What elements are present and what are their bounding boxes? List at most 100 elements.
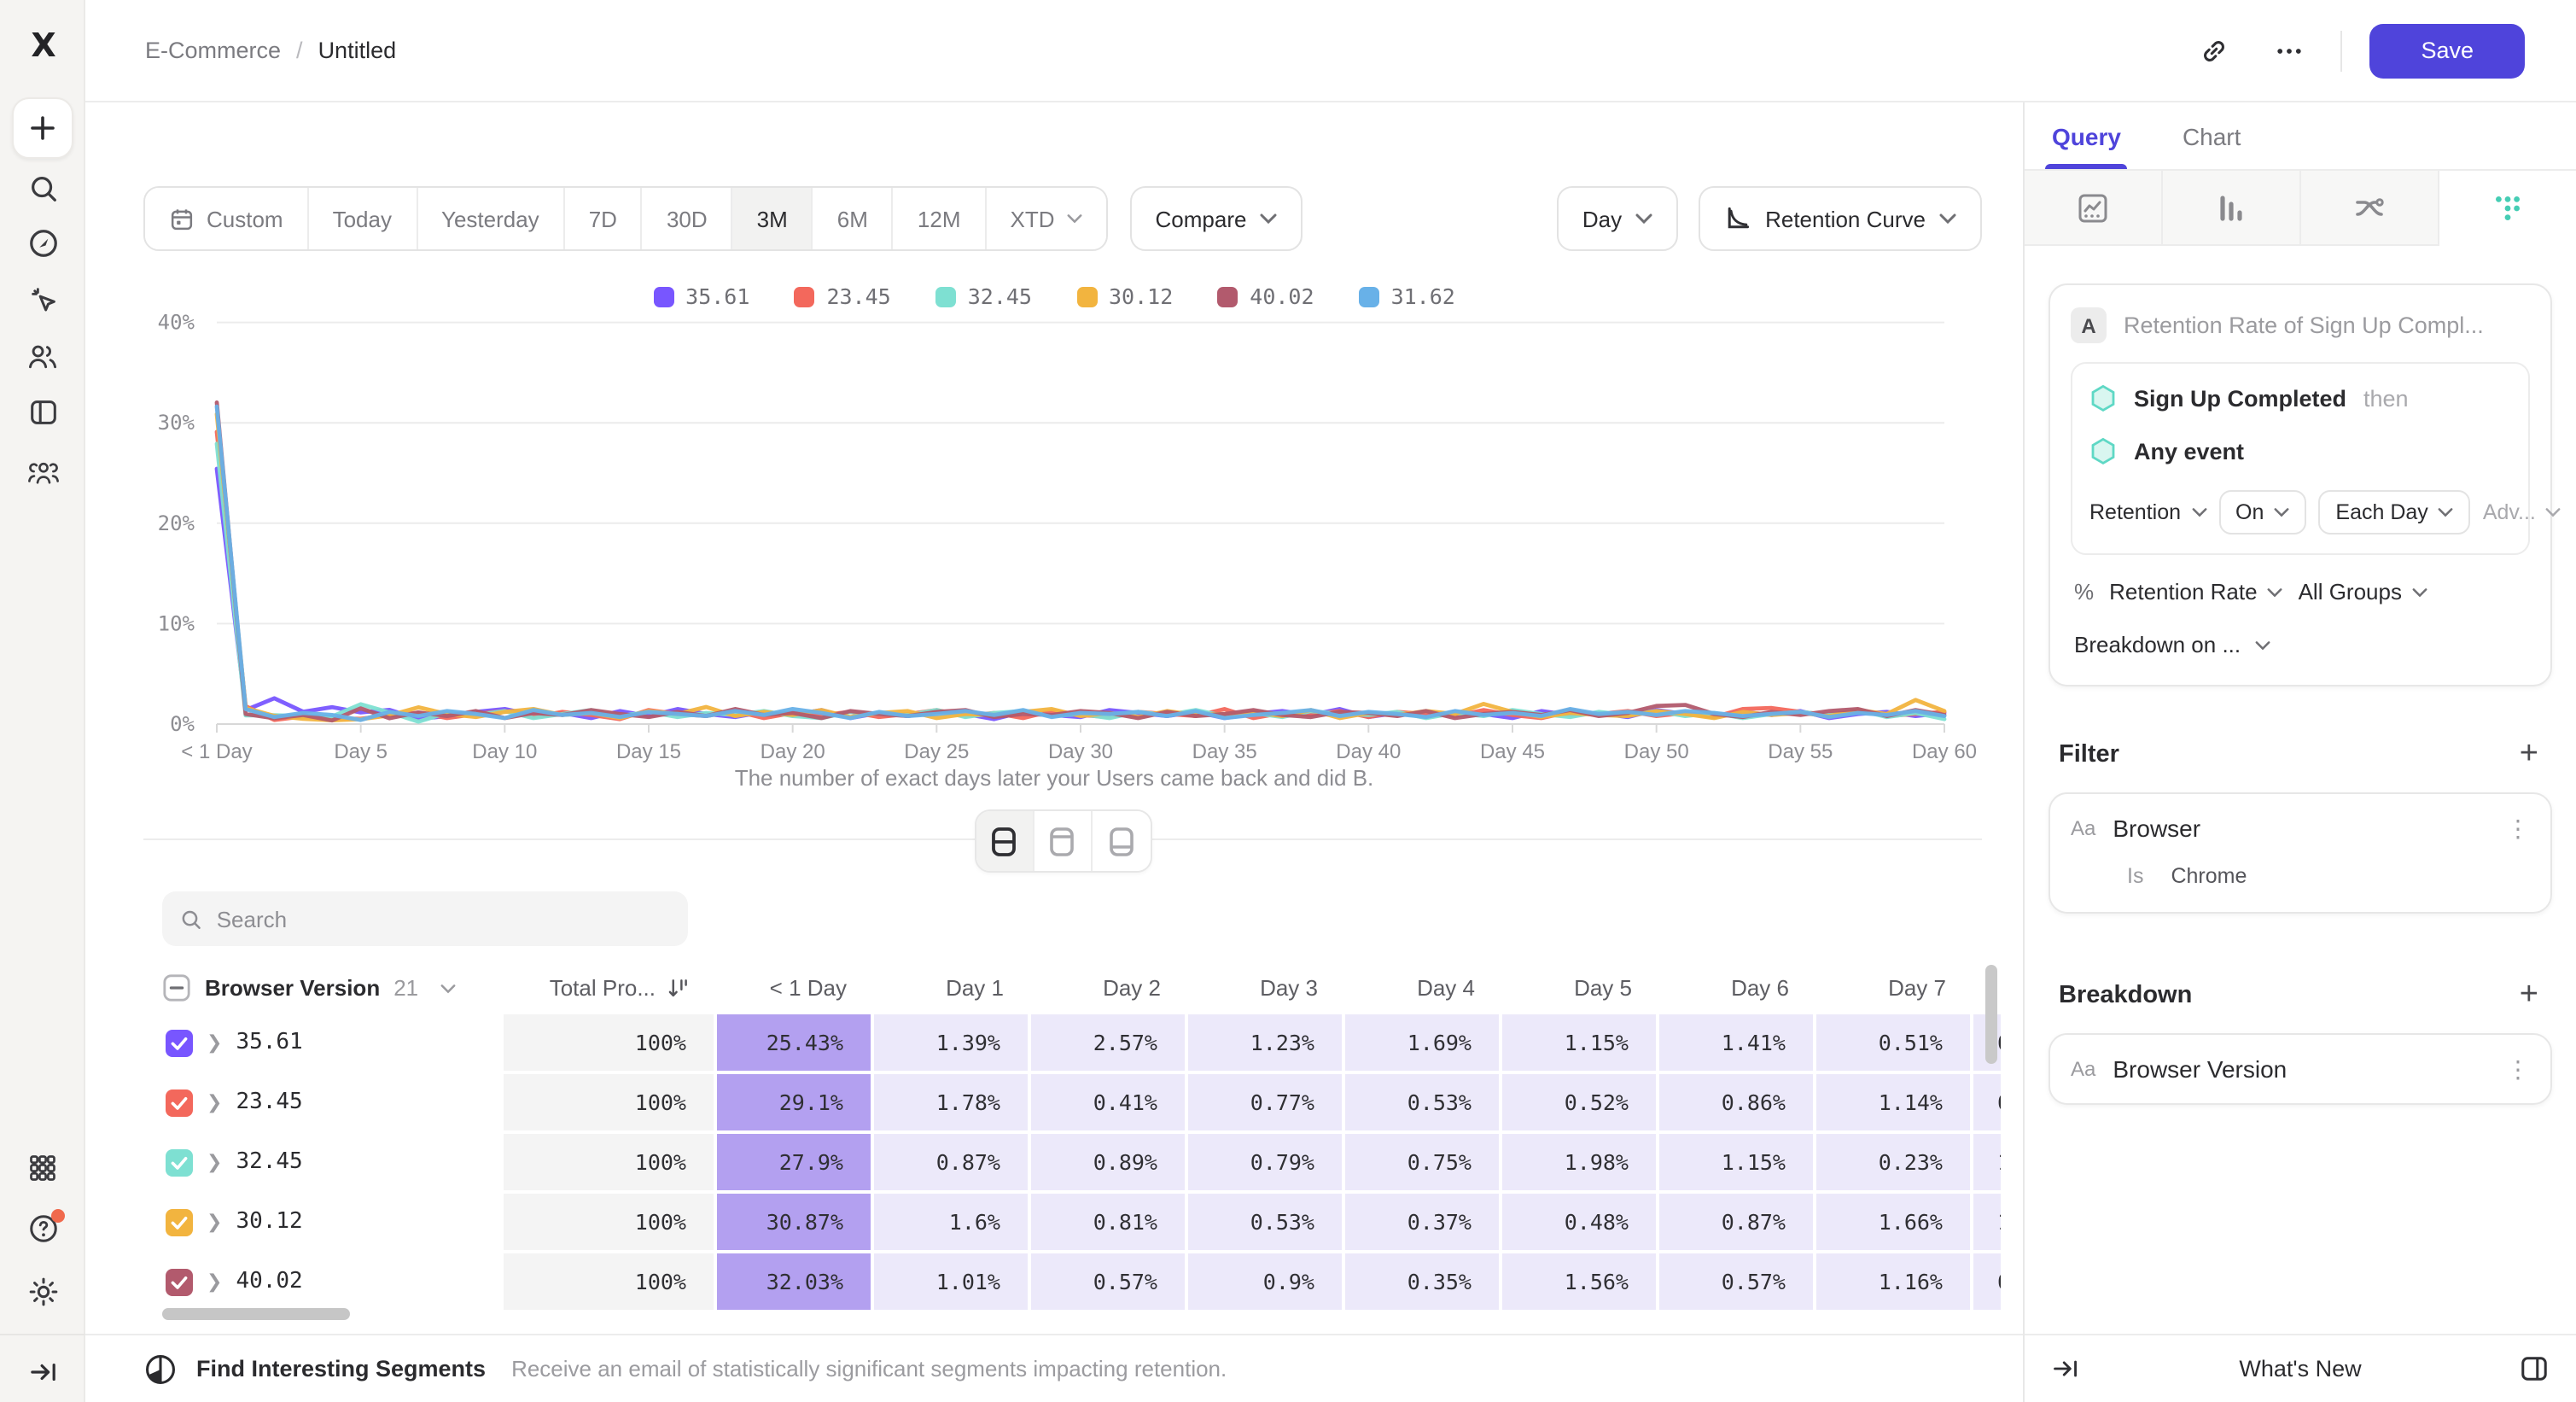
filter-operator[interactable]: Is [2127, 864, 2144, 888]
more-options-icon[interactable] [2265, 26, 2313, 74]
filter-value[interactable]: Chrome [2171, 864, 2247, 888]
segments-title[interactable]: Find Interesting Segments [196, 1356, 487, 1382]
retention-cell[interactable]: 2.57% [1031, 1014, 1188, 1071]
retention-cell[interactable]: 0.86% [1659, 1074, 1816, 1130]
panel-layout-icon[interactable] [2520, 1354, 2549, 1383]
step-title[interactable]: Retention Rate of Sign Up Compl... [2124, 313, 2484, 338]
retention-cell[interactable]: 25.43% [717, 1014, 874, 1071]
mixpanel-logo-icon[interactable]: X [31, 27, 55, 65]
search-nav-icon[interactable] [0, 164, 85, 212]
collapse-panel-icon[interactable] [2052, 1356, 2079, 1382]
group-column-header[interactable]: Browser Version 21 [162, 961, 504, 1014]
retention-cell[interactable]: 0.23% [1816, 1134, 1973, 1190]
whats-new-link[interactable]: What's New [2239, 1356, 2362, 1382]
retention-cell[interactable]: 0.37% [1345, 1194, 1502, 1250]
retention-cell[interactable]: 27.9% [717, 1134, 874, 1190]
retention-cell[interactable]: 1.66% [1816, 1194, 1973, 1250]
add-breakdown-button[interactable]: + [2519, 977, 2538, 1013]
boards-icon[interactable] [0, 388, 85, 435]
range-today[interactable]: Today [308, 188, 417, 249]
retention-chart[interactable]: 0% 10% 20% 30% 40% < 1 Day Day 5 Day 10 Day 15 Da… [119, 311, 1997, 779]
expand-row-icon[interactable]: ❯ [207, 1212, 223, 1233]
retention-cell[interactable]: 0.89% [1031, 1134, 1188, 1190]
table-row-label[interactable]: ❯ 23.45 [162, 1074, 504, 1130]
search-input[interactable] [216, 906, 671, 932]
legend-item[interactable]: 40.02 [1217, 283, 1314, 309]
range-12m[interactable]: 12M [893, 188, 987, 249]
row-checkbox[interactable] [166, 1148, 193, 1176]
day-column-header[interactable]: Day 7 [1888, 975, 1946, 1001]
row-checkbox[interactable] [166, 1029, 193, 1056]
range-30d[interactable]: 30D [642, 188, 733, 249]
compass-discover-icon[interactable] [0, 219, 85, 266]
copy-link-icon[interactable] [2190, 26, 2238, 74]
retention-cell[interactable]: 0.57% [1659, 1253, 1816, 1310]
retention-cell[interactable]: 0.81% [1031, 1194, 1188, 1250]
compare-button[interactable]: Compare [1129, 186, 1303, 251]
flows-report-tab[interactable] [2301, 171, 2439, 246]
each-day-dropdown[interactable]: Each Day [2318, 490, 2471, 535]
on-dropdown[interactable]: On [2218, 490, 2307, 535]
breakdown-kebab-icon[interactable]: ⋮ [2506, 1055, 2530, 1083]
select-all-checkbox[interactable] [162, 973, 191, 1002]
range-custom[interactable]: Custom [145, 188, 309, 249]
retention-cell[interactable]: 0.48% [1502, 1194, 1659, 1250]
retention-type-dropdown[interactable]: Retention [2089, 500, 2206, 524]
filter-property[interactable]: Browser [2113, 815, 2201, 842]
cohorts-icon[interactable] [0, 447, 85, 495]
legend-item[interactable]: 32.45 [935, 283, 1032, 309]
retention-cell[interactable]: 29.1% [717, 1074, 874, 1130]
row-checkbox[interactable] [166, 1208, 193, 1236]
return-event-row[interactable]: Any event [2089, 437, 2511, 466]
chart-type-dropdown[interactable]: Retention Curve [1699, 186, 1982, 251]
save-button[interactable]: Save [2369, 23, 2525, 78]
retention-cell[interactable]: 0.35% [1345, 1253, 1502, 1310]
retention-cell[interactable]: 1.14% [1816, 1074, 1973, 1130]
retention-cell[interactable]: 30.87% [717, 1194, 874, 1250]
retention-cell[interactable]: 0.53% [1345, 1074, 1502, 1130]
expand-sidebar-icon[interactable] [0, 1347, 85, 1395]
retention-report-tab[interactable] [2439, 171, 2576, 246]
retention-cell[interactable]: 0.41% [1031, 1074, 1188, 1130]
legend-item[interactable]: 31.62 [1358, 283, 1455, 309]
retention-cell[interactable]: 0.9% [1188, 1253, 1345, 1310]
retention-cell[interactable]: 1.23% [1188, 1014, 1345, 1071]
day-column-header[interactable]: Day 6 [1731, 975, 1789, 1001]
expand-row-icon[interactable]: ❯ [207, 1272, 223, 1293]
day-column-header[interactable]: Day 3 [1260, 975, 1318, 1001]
horizontal-scrollbar[interactable] [162, 1308, 350, 1320]
report-title[interactable]: Untitled [318, 38, 397, 63]
expand-row-icon[interactable]: ❯ [207, 1093, 223, 1113]
breakdown-on-dropdown[interactable]: Breakdown on ... [2074, 632, 2526, 657]
events-cursor-icon[interactable] [0, 275, 85, 323]
apps-grid-icon[interactable] [0, 1144, 85, 1192]
legend-item[interactable]: 23.45 [794, 283, 891, 309]
row-checkbox[interactable] [166, 1268, 193, 1295]
retention-cell[interactable]: 1.16% [1816, 1253, 1973, 1310]
day-column-header[interactable]: < 1 Day [769, 975, 847, 1001]
create-new-button[interactable] [12, 97, 73, 159]
retention-cell[interactable]: 0.52% [1502, 1074, 1659, 1130]
funnels-report-tab[interactable] [2163, 171, 2301, 246]
layout-split-button[interactable] [976, 811, 1034, 871]
retention-cell[interactable]: 0.87% [874, 1134, 1031, 1190]
retention-cell[interactable]: 1.56% [1502, 1253, 1659, 1310]
add-filter-button[interactable]: + [2519, 736, 2538, 772]
expand-row-icon[interactable]: ❯ [207, 1153, 223, 1173]
advanced-dropdown[interactable]: Adv... [2483, 500, 2561, 524]
retention-cell[interactable]: 1.69% [1345, 1014, 1502, 1071]
first-event-row[interactable]: Sign Up Completed then [2089, 384, 2511, 413]
vertical-scrollbar[interactable] [1985, 965, 1997, 1064]
day-column-header[interactable]: Day 5 [1574, 975, 1632, 1001]
layout-table-button[interactable] [1092, 811, 1150, 871]
retention-cell[interactable]: 1.78% [874, 1074, 1031, 1130]
breakdown-property[interactable]: Browser Version [2113, 1055, 2288, 1083]
retention-cell[interactable]: 0.77% [1188, 1074, 1345, 1130]
retention-cell[interactable]: 1.41% [1659, 1014, 1816, 1071]
users-icon[interactable] [0, 331, 85, 379]
retention-cell[interactable]: 0.79% [1188, 1134, 1345, 1190]
help-icon[interactable] [0, 1204, 85, 1252]
retention-cell[interactable]: 1.98% [1502, 1134, 1659, 1190]
table-row-label[interactable]: ❯ 40.02 [162, 1253, 504, 1310]
insights-report-tab[interactable] [2025, 171, 2163, 246]
